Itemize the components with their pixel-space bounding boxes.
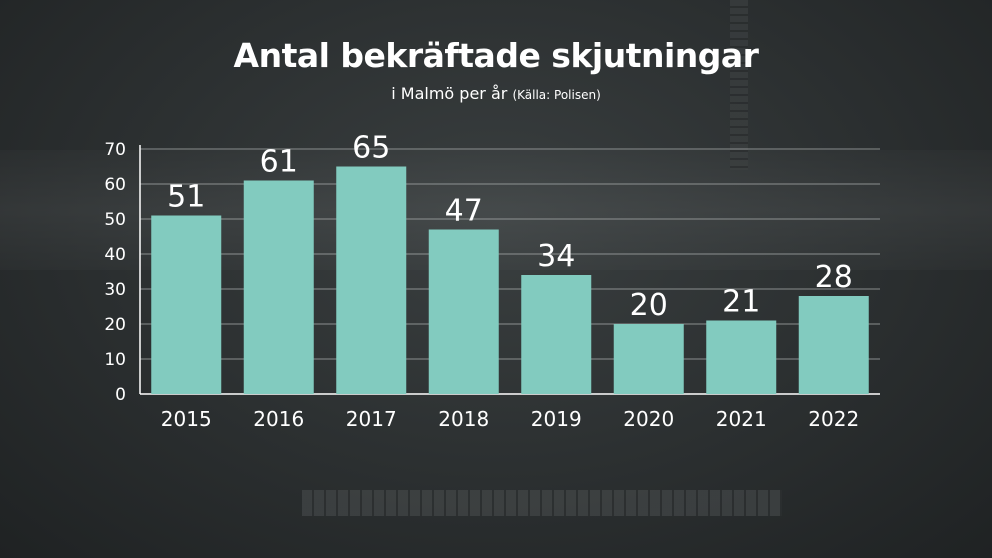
y-tick-label: 60 <box>104 175 126 195</box>
forensic-ruler-vertical <box>730 0 748 170</box>
y-tick-label: 20 <box>104 315 126 335</box>
x-tick-label: 2019 <box>531 407 582 431</box>
chart-subtitle: i Malmö per år (Källa: Polisen) <box>0 84 992 103</box>
bar <box>798 296 869 394</box>
bar-value-label: 51 <box>167 180 205 215</box>
bar <box>706 320 777 394</box>
bar-value-label: 47 <box>445 194 483 229</box>
bar <box>151 215 222 394</box>
bar-value-label: 20 <box>630 288 668 323</box>
y-tick-label: 70 <box>104 140 126 160</box>
y-tick-label: 10 <box>104 350 126 370</box>
bar <box>428 229 499 394</box>
y-tick-label: 30 <box>104 280 126 300</box>
x-tick-label: 2015 <box>161 407 212 431</box>
forensic-ruler-horizontal <box>302 490 782 516</box>
chart-title: Antal bekräftade skjutningar <box>233 36 759 75</box>
y-tick-label: 50 <box>104 210 126 230</box>
bar-value-label: 61 <box>260 145 298 180</box>
x-tick-label: 2021 <box>716 407 767 431</box>
bar <box>521 275 592 394</box>
bar <box>613 324 684 394</box>
subtitle-text: i Malmö per år <box>391 84 508 103</box>
bar <box>336 166 407 394</box>
bar-value-label: 34 <box>537 239 575 274</box>
y-tick-label: 40 <box>104 245 126 265</box>
x-tick-label: 2022 <box>808 407 859 431</box>
x-tick-label: 2017 <box>346 407 397 431</box>
x-tick-label: 2018 <box>438 407 489 431</box>
bar-value-label: 21 <box>722 285 760 320</box>
bar <box>243 180 314 394</box>
bar-value-label: 65 <box>352 131 390 166</box>
source-text: (Källa: Polisen) <box>512 88 601 102</box>
y-tick-label: 0 <box>115 385 126 405</box>
x-tick-label: 2020 <box>623 407 674 431</box>
x-tick-label: 2016 <box>253 407 304 431</box>
bar-value-label: 28 <box>815 260 853 295</box>
